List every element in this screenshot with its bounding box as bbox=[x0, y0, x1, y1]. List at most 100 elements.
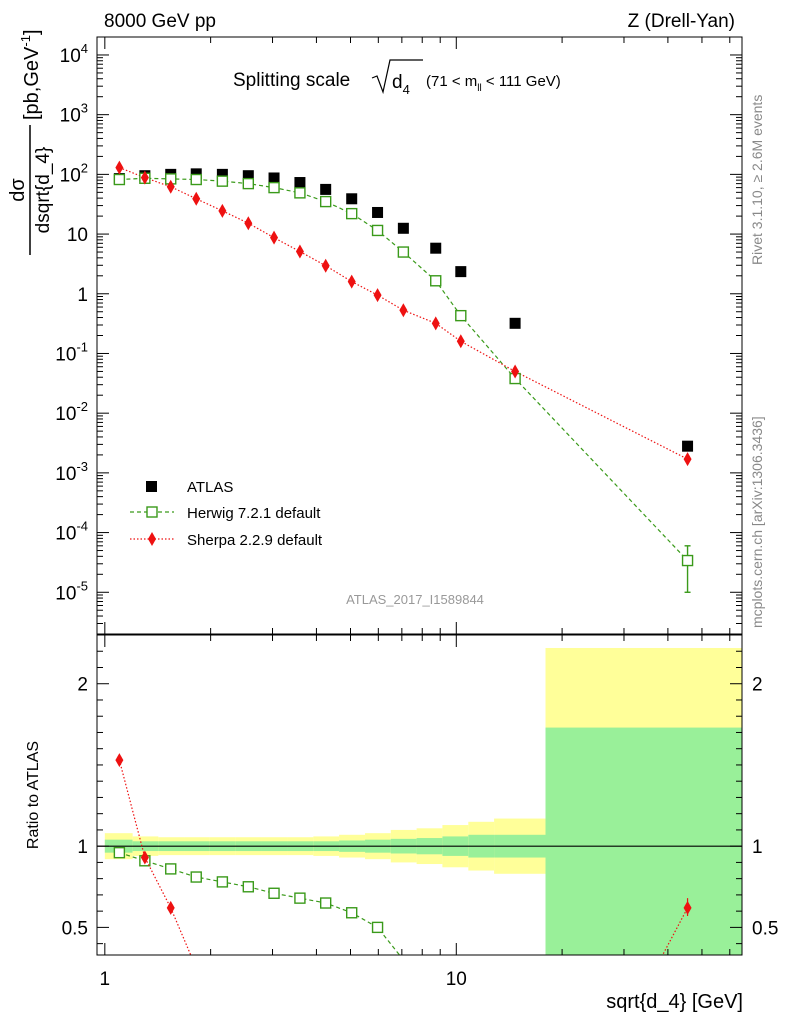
herwig-ratio-point bbox=[113, 846, 126, 859]
header-right: Z (Drell-Yan) bbox=[628, 11, 735, 32]
sherpa-point bbox=[511, 364, 520, 379]
legend-marker-atlas bbox=[146, 481, 157, 492]
y-axis-label-main: dσ dsqrt{d_4} [pb,GeV-1] bbox=[7, 29, 54, 255]
y-label-units: [pb,GeV bbox=[21, 46, 43, 120]
atlas-point bbox=[455, 266, 467, 278]
plot-title: Splitting scale d4 (71 < mll < 111 GeV) bbox=[233, 59, 561, 97]
atlas-point bbox=[430, 242, 442, 254]
legend-label-atlas: ATLAS bbox=[187, 479, 233, 496]
herwig-point bbox=[113, 173, 126, 186]
sherpa-point bbox=[456, 334, 465, 349]
sherpa-ratio-line bbox=[118, 759, 192, 955]
y-tick-label-ratio-right: 0.5 bbox=[752, 918, 778, 939]
herwig-point bbox=[294, 187, 306, 199]
atlas-point bbox=[682, 440, 694, 452]
sherpa-line bbox=[119, 167, 688, 460]
atlas-point bbox=[509, 317, 521, 329]
herwig-point bbox=[455, 309, 467, 322]
y-label-units-end: ] bbox=[21, 29, 43, 35]
atlas-point bbox=[294, 177, 306, 189]
y-tick-label-main: 10-2 bbox=[55, 399, 88, 425]
legend-marker-sherpa bbox=[148, 532, 156, 546]
legend: ATLAS Herwig 7.2.1 default Sherpa 2.2.9 … bbox=[130, 479, 323, 549]
atlas-point bbox=[320, 183, 332, 195]
title-range: (71 < m bbox=[426, 73, 477, 90]
herwig-ratio-point bbox=[165, 863, 177, 875]
herwig-ratio-point bbox=[319, 897, 332, 909]
y-label-units-sup: -1 bbox=[18, 35, 33, 47]
atlas-point bbox=[346, 193, 358, 205]
main-series-layer bbox=[113, 160, 694, 593]
y-tick-label-main: 10-5 bbox=[55, 578, 88, 604]
title-main: Splitting scale bbox=[233, 70, 350, 91]
herwig-point bbox=[371, 224, 384, 237]
y-tick-label-main: 102 bbox=[60, 160, 88, 186]
sherpa-point bbox=[192, 191, 201, 206]
y-tick-label-main: 103 bbox=[60, 101, 88, 127]
herwig-point bbox=[346, 207, 358, 220]
svg-text:Splitting scale: Splitting scale bbox=[233, 70, 350, 91]
sherpa-point bbox=[295, 244, 304, 259]
y-tick-label-main: 10-1 bbox=[55, 339, 88, 365]
herwig-point bbox=[242, 177, 255, 190]
herwig-point bbox=[216, 175, 229, 187]
y-tick-label-ratio: 0.5 bbox=[62, 918, 88, 939]
y-label-numer: dσ bbox=[7, 178, 29, 202]
title-var: d bbox=[392, 72, 403, 93]
analysis-watermark: ATLAS_2017_I1589844 bbox=[346, 592, 484, 607]
sherpa-point bbox=[373, 288, 382, 303]
header-left: 8000 GeV pp bbox=[104, 11, 216, 32]
x-tick-label: 1 bbox=[100, 969, 111, 990]
y-tick-label-ratio-right: 1 bbox=[752, 837, 763, 858]
sherpa-point bbox=[270, 230, 279, 245]
y-tick-label-main: 104 bbox=[60, 41, 88, 67]
x-axis-label: sqrt{d_4} [GeV] bbox=[606, 991, 743, 1013]
ratio-uncertainty-bands bbox=[97, 647, 742, 955]
title-range-sub: ll bbox=[477, 83, 481, 94]
y-tick-label-main: 10 bbox=[67, 225, 88, 246]
sherpa-ratio-line bbox=[661, 907, 689, 955]
atlas-point bbox=[268, 172, 280, 184]
band-green-bin bbox=[545, 727, 742, 955]
atlas-point bbox=[397, 222, 409, 234]
title-range-end: < 111 GeV) bbox=[482, 73, 561, 90]
y-label-denom: dsqrt{d_4} bbox=[33, 147, 54, 234]
herwig-ratio-point bbox=[371, 921, 384, 934]
ratio-panel-frame bbox=[96, 634, 743, 956]
title-var-sub: 4 bbox=[403, 82, 410, 97]
sherpa-ratio-point bbox=[140, 850, 149, 865]
svg-text:(71 < mll < 111 GeV): (71 < mll < 111 GeV) bbox=[426, 73, 561, 94]
y-tick-label-main: 10-3 bbox=[55, 459, 88, 485]
herwig-ratio-point bbox=[242, 881, 255, 893]
atlas-point bbox=[242, 170, 254, 182]
y-tick-label-main: 1 bbox=[77, 285, 88, 306]
y-tick-label-main: 10-4 bbox=[55, 519, 88, 545]
sherpa-point bbox=[683, 452, 692, 467]
legend-marker-herwig bbox=[146, 506, 158, 518]
sherpa-ratio-point bbox=[115, 753, 124, 768]
herwig-point bbox=[190, 173, 202, 186]
sherpa-point bbox=[347, 274, 356, 289]
herwig-ratio-line bbox=[119, 852, 401, 955]
main-axes: 10-5 10-4 10-3 10-2 10-1 1 10 102 103 104 bbox=[55, 36, 742, 635]
herwig-ratio-point bbox=[190, 871, 202, 883]
herwig-ratio-point bbox=[216, 876, 229, 888]
svg-text:[pb,GeV-1]: [pb,GeV-1] bbox=[18, 29, 43, 120]
herwig-point bbox=[681, 554, 694, 567]
herwig-point bbox=[397, 246, 410, 258]
atlas-point bbox=[372, 206, 384, 218]
legend-label-herwig: Herwig 7.2.1 default bbox=[187, 505, 321, 522]
sherpa-point bbox=[140, 170, 149, 185]
sherpa-point bbox=[244, 216, 253, 231]
herwig-ratio-point bbox=[294, 892, 306, 904]
sherpa-point bbox=[321, 258, 330, 273]
y-tick-label-ratio: 2 bbox=[77, 675, 88, 696]
herwig-ratio-point bbox=[268, 887, 280, 899]
y-tick-label-ratio: 1 bbox=[77, 837, 88, 858]
ratio-axes: 0.5 0.5 1 1 2 2 1 10 bbox=[62, 635, 778, 990]
mcplots-label: mcplots.cern.ch [arXiv:1306.3436] bbox=[749, 416, 765, 628]
y-tick-label-ratio-right: 2 bbox=[752, 675, 763, 696]
sherpa-point bbox=[218, 203, 227, 218]
sherpa-point bbox=[431, 316, 440, 331]
